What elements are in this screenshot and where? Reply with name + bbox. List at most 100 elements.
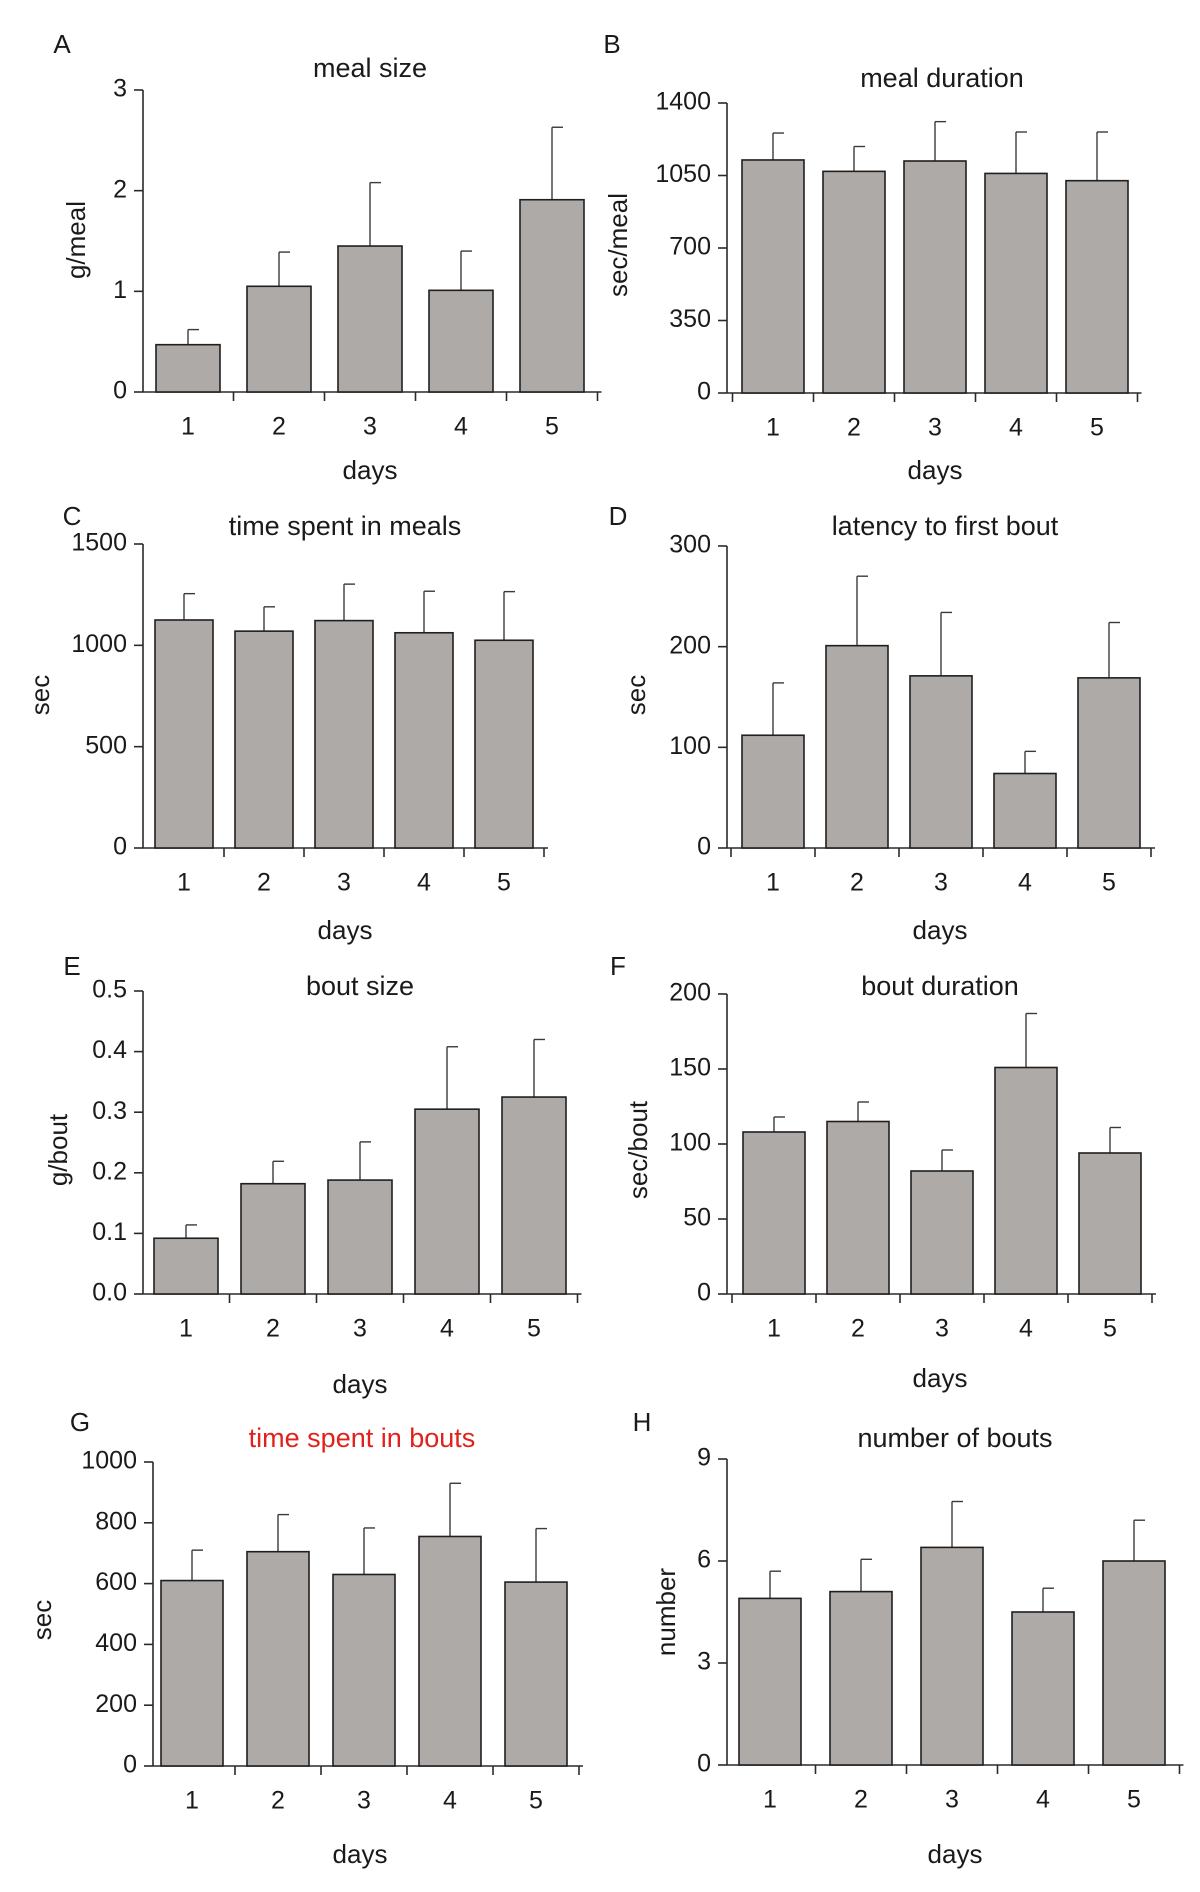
bar-day-3 xyxy=(920,1546,984,1766)
x-tick-label: 2 xyxy=(266,1315,280,1343)
chart-title: time spent in bouts xyxy=(249,1423,476,1453)
x-tick-label: 4 xyxy=(1019,1315,1033,1343)
bar-day-4 xyxy=(1011,1611,1075,1766)
y-tick-label: 600 xyxy=(95,1568,137,1596)
bar-day-2 xyxy=(234,630,294,849)
y-tick-label: 9 xyxy=(697,1444,711,1472)
x-tick-label: 1 xyxy=(177,869,191,897)
bar-day-3 xyxy=(327,1179,393,1295)
x-tick-label: 2 xyxy=(257,869,271,897)
x-tick-label: 3 xyxy=(934,869,948,897)
chart-title: latency to first bout xyxy=(832,511,1059,541)
y-tick-label: 100 xyxy=(669,732,711,760)
y-tick-label: 50 xyxy=(683,1204,711,1232)
bar-day-4 xyxy=(994,1066,1058,1295)
panel-letter: F xyxy=(610,951,626,981)
y-axis-label: sec xyxy=(621,675,651,715)
x-tick-label: 4 xyxy=(1009,414,1023,442)
bar-day-1 xyxy=(738,1597,802,1766)
y-tick-label: 150 xyxy=(669,1054,711,1082)
bar-day-4 xyxy=(414,1108,480,1295)
y-tick-label: 200 xyxy=(669,979,711,1007)
y-axis-label: sec/bout xyxy=(623,1100,653,1199)
y-tick-label: 0 xyxy=(697,1750,711,1778)
y-axis-label: g/bout xyxy=(43,1113,73,1186)
x-tick-label: 5 xyxy=(529,1787,543,1815)
x-axis-label: days xyxy=(908,455,963,485)
bar-day-3 xyxy=(337,245,403,393)
bar-day-1 xyxy=(153,1237,219,1295)
bar-day-4 xyxy=(993,772,1057,849)
chart-title: bout duration xyxy=(861,971,1019,1001)
panel-letter: E xyxy=(63,951,80,981)
bar-day-2 xyxy=(246,285,312,393)
y-tick-label: 0 xyxy=(697,378,711,406)
bar-day-1 xyxy=(154,619,214,849)
bar-day-2 xyxy=(825,644,889,849)
x-tick-label: 5 xyxy=(497,869,511,897)
x-tick-label: 5 xyxy=(1090,414,1104,442)
y-tick-label: 0 xyxy=(123,1751,137,1779)
x-tick-label: 1 xyxy=(185,1787,199,1815)
x-axis-label: days xyxy=(928,1839,983,1869)
y-tick-label: 350 xyxy=(669,305,711,333)
x-axis-label: days xyxy=(333,1839,388,1869)
x-tick-label: 4 xyxy=(417,869,431,897)
y-tick-label: 0 xyxy=(113,833,127,861)
bar-day-4 xyxy=(428,289,494,393)
bar-day-1 xyxy=(741,734,805,849)
y-tick-label: 0.1 xyxy=(92,1218,127,1246)
x-tick-label: 4 xyxy=(1036,1786,1050,1814)
x-tick-label: 4 xyxy=(454,413,468,441)
bar-day-2 xyxy=(829,1590,893,1766)
x-tick-label: 4 xyxy=(440,1315,454,1343)
bar-day-4 xyxy=(984,172,1048,394)
y-axis-label: sec xyxy=(27,1600,57,1640)
x-tick-label: 3 xyxy=(357,1787,371,1815)
y-tick-label: 3 xyxy=(113,75,127,103)
bar-day-1 xyxy=(160,1579,224,1767)
panel-letter: H xyxy=(633,1407,652,1437)
bar-day-3 xyxy=(910,1170,974,1295)
x-tick-label: 1 xyxy=(767,1315,781,1343)
x-tick-label: 5 xyxy=(527,1315,541,1343)
bar-day-3 xyxy=(909,675,973,849)
x-tick-label: 1 xyxy=(766,414,780,442)
chart-title: meal duration xyxy=(860,63,1024,93)
y-tick-label: 500 xyxy=(85,731,127,759)
x-tick-label: 5 xyxy=(1102,869,1116,897)
bar-day-2 xyxy=(246,1550,310,1767)
y-axis-label: number xyxy=(651,1568,681,1656)
x-tick-label: 3 xyxy=(363,413,377,441)
y-tick-label: 700 xyxy=(669,233,711,261)
x-tick-label: 3 xyxy=(353,1315,367,1343)
bar-day-1 xyxy=(741,159,805,394)
y-tick-label: 0 xyxy=(697,1279,711,1307)
x-tick-label: 1 xyxy=(181,413,195,441)
x-tick-label: 3 xyxy=(945,1786,959,1814)
y-tick-label: 1000 xyxy=(71,630,127,658)
bar-day-5 xyxy=(474,639,534,849)
bar-day-3 xyxy=(903,160,967,394)
x-tick-label: 2 xyxy=(854,1786,868,1814)
y-tick-label: 1 xyxy=(113,276,127,304)
x-tick-label: 5 xyxy=(1103,1315,1117,1343)
y-tick-label: 100 xyxy=(669,1129,711,1157)
bar-day-2 xyxy=(240,1182,306,1295)
x-tick-label: 2 xyxy=(847,414,861,442)
y-tick-label: 300 xyxy=(669,531,711,559)
y-axis-label: g/meal xyxy=(61,201,91,279)
bar-day-5 xyxy=(501,1096,567,1295)
y-tick-label: 1500 xyxy=(71,529,127,557)
panel-letter: A xyxy=(53,29,71,59)
y-tick-label: 0.3 xyxy=(92,1097,127,1125)
bar-day-1 xyxy=(155,343,221,393)
bar-day-5 xyxy=(1102,1560,1166,1766)
